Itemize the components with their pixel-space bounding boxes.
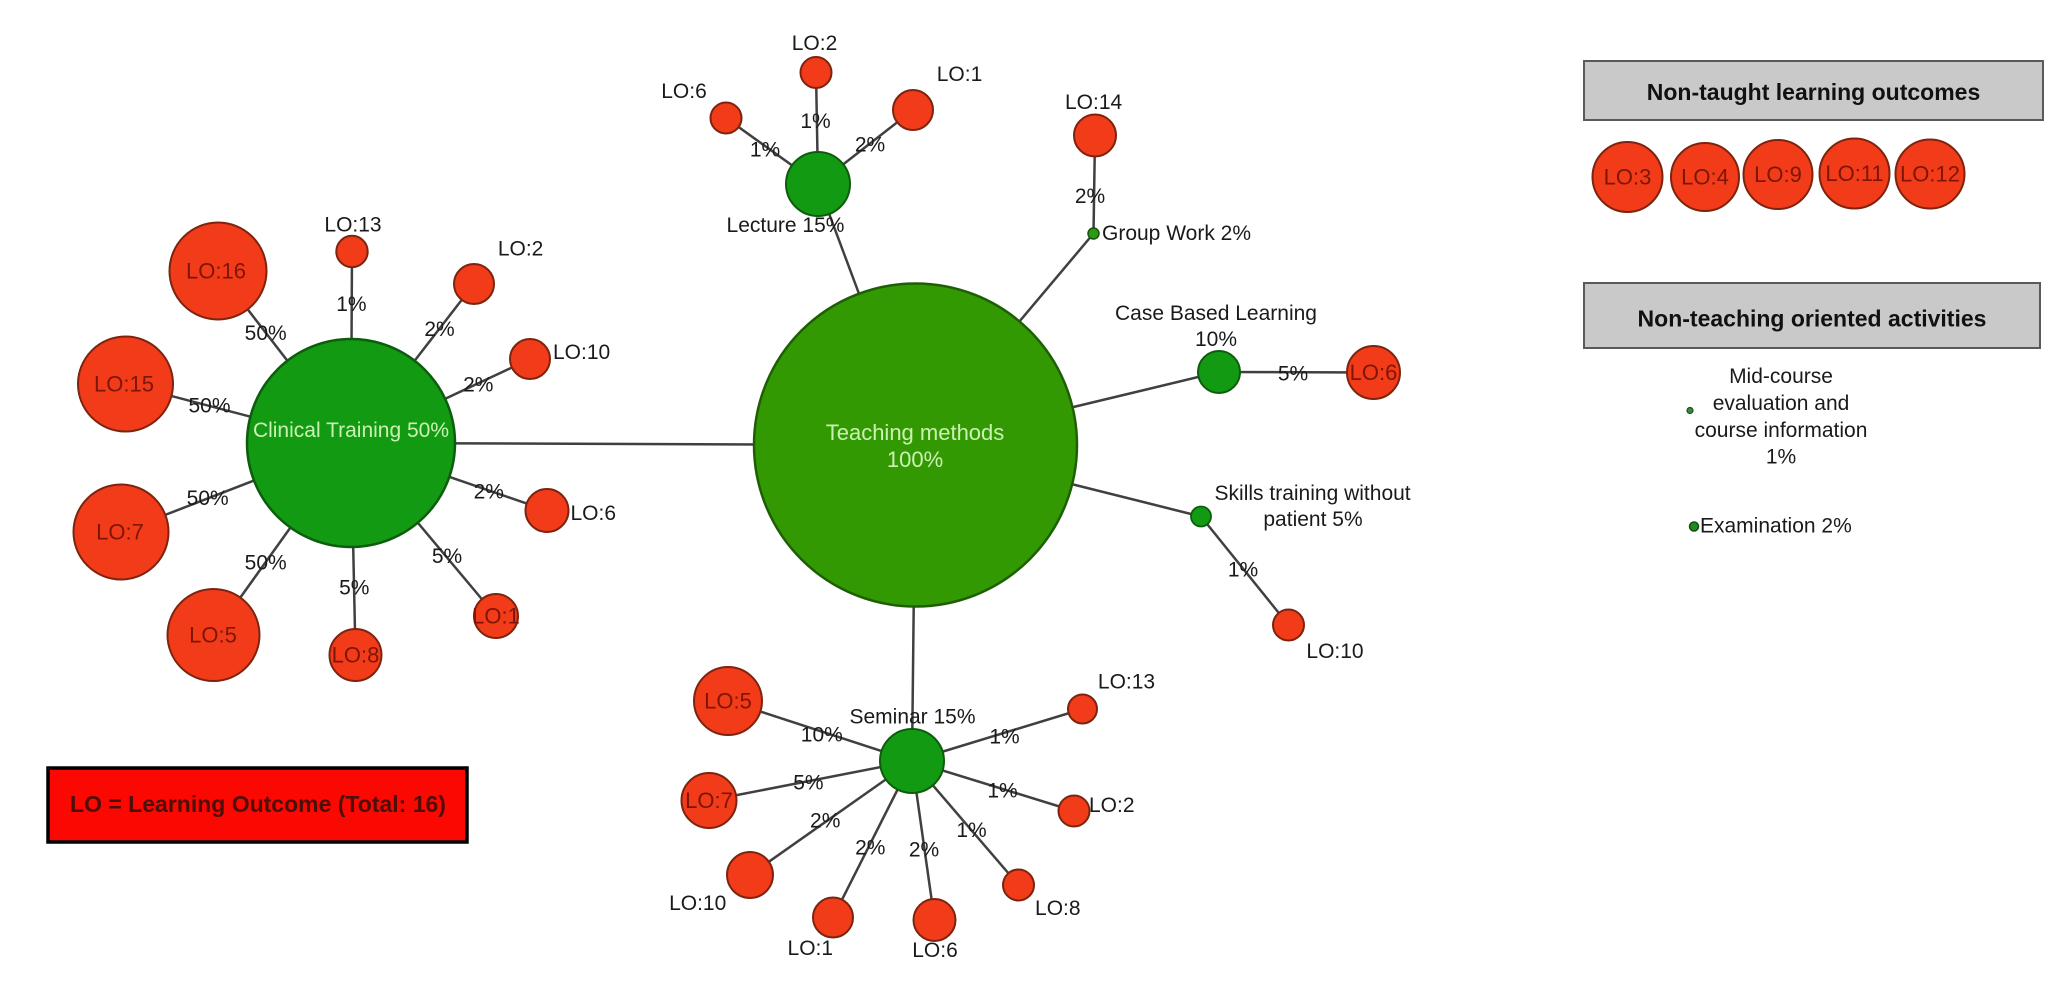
svg-text:course information: course information (1695, 419, 1868, 442)
svg-text:LO:14: LO:14 (1065, 91, 1123, 114)
svg-text:1%: 1% (336, 293, 366, 316)
svg-text:LO:1: LO:1 (472, 604, 520, 629)
svg-text:2%: 2% (424, 318, 454, 341)
svg-text:LO:1: LO:1 (937, 63, 983, 86)
svg-text:Seminar 15%: Seminar 15% (849, 706, 975, 729)
svg-text:10%: 10% (1195, 328, 1237, 351)
svg-text:LO:10: LO:10 (553, 341, 610, 364)
svg-text:5%: 5% (339, 577, 369, 600)
svg-text:LO:4: LO:4 (1681, 165, 1729, 190)
svg-text:LO:2: LO:2 (498, 237, 544, 260)
svg-text:Mid-course: Mid-course (1729, 365, 1833, 388)
svg-text:LO:15: LO:15 (94, 372, 154, 397)
svg-text:LO:11: LO:11 (1825, 161, 1883, 186)
svg-text:Examination 2%: Examination 2% (1700, 515, 1852, 538)
svg-text:50%: 50% (245, 322, 287, 345)
svg-text:evaluation and: evaluation and (1713, 392, 1850, 415)
svg-text:2%: 2% (855, 837, 885, 860)
svg-text:LO:10: LO:10 (1306, 640, 1363, 663)
svg-text:50%: 50% (245, 552, 287, 575)
svg-text:1%: 1% (956, 819, 986, 842)
svg-text:LO:3: LO:3 (1604, 165, 1652, 190)
svg-text:1%: 1% (750, 139, 780, 162)
svg-text:LO:6: LO:6 (1350, 360, 1398, 385)
svg-text:LO:16: LO:16 (186, 259, 246, 284)
svg-text:LO:13: LO:13 (324, 214, 381, 237)
svg-text:LO:12: LO:12 (1900, 162, 1960, 187)
svg-text:Case Based Learning: Case Based Learning (1115, 302, 1317, 325)
svg-text:LO:10: LO:10 (669, 892, 726, 915)
svg-text:LO:6: LO:6 (912, 939, 958, 962)
svg-text:LO:5: LO:5 (704, 689, 752, 714)
svg-text:LO:6: LO:6 (571, 502, 617, 525)
svg-text:50%: 50% (187, 487, 229, 510)
svg-text:2%: 2% (855, 134, 885, 157)
svg-text:LO:2: LO:2 (1089, 794, 1135, 817)
svg-text:LO:7: LO:7 (685, 788, 733, 813)
svg-text:100%: 100% (887, 447, 943, 472)
svg-text:LO = Learning Outcome (Total:: LO = Learning Outcome (Total: 16) (70, 791, 446, 817)
svg-text:1%: 1% (800, 110, 830, 133)
svg-text:LO:7: LO:7 (96, 520, 144, 545)
svg-text:LO:9: LO:9 (1754, 162, 1802, 187)
svg-text:5%: 5% (793, 772, 823, 795)
svg-text:Clinical Training 50%: Clinical Training 50% (253, 419, 449, 442)
svg-text:Lecture 15%: Lecture 15% (727, 214, 845, 237)
svg-text:LO:8: LO:8 (332, 643, 380, 668)
svg-text:Non-taught learning outcomes: Non-taught learning outcomes (1647, 79, 1981, 105)
svg-text:LO:1: LO:1 (788, 937, 834, 960)
svg-text:LO:13: LO:13 (1098, 671, 1155, 694)
svg-text:Skills training without: Skills training without (1215, 482, 1411, 505)
svg-text:LO:8: LO:8 (1035, 897, 1081, 920)
svg-text:1%: 1% (1766, 446, 1796, 469)
svg-text:2%: 2% (1075, 185, 1105, 208)
svg-text:LO:2: LO:2 (792, 32, 838, 55)
svg-text:patient 5%: patient 5% (1263, 508, 1362, 531)
svg-text:LO:5: LO:5 (189, 623, 237, 648)
svg-text:5%: 5% (1278, 363, 1308, 386)
svg-text:2%: 2% (909, 839, 939, 862)
svg-text:1%: 1% (1228, 559, 1258, 582)
svg-text:5%: 5% (432, 545, 462, 568)
svg-text:50%: 50% (188, 395, 230, 418)
svg-text:2%: 2% (474, 481, 504, 504)
svg-text:Teaching methods: Teaching methods (826, 420, 1005, 445)
svg-text:10%: 10% (801, 724, 843, 747)
svg-text:2%: 2% (463, 374, 493, 397)
svg-text:1%: 1% (989, 726, 1019, 749)
svg-text:2%: 2% (810, 810, 840, 833)
svg-text:LO:6: LO:6 (661, 80, 707, 103)
svg-text:Group Work 2%: Group Work 2% (1102, 222, 1251, 245)
svg-text:1%: 1% (987, 780, 1017, 803)
svg-text:Non-teaching oriented activiti: Non-teaching oriented activities (1638, 306, 1987, 332)
